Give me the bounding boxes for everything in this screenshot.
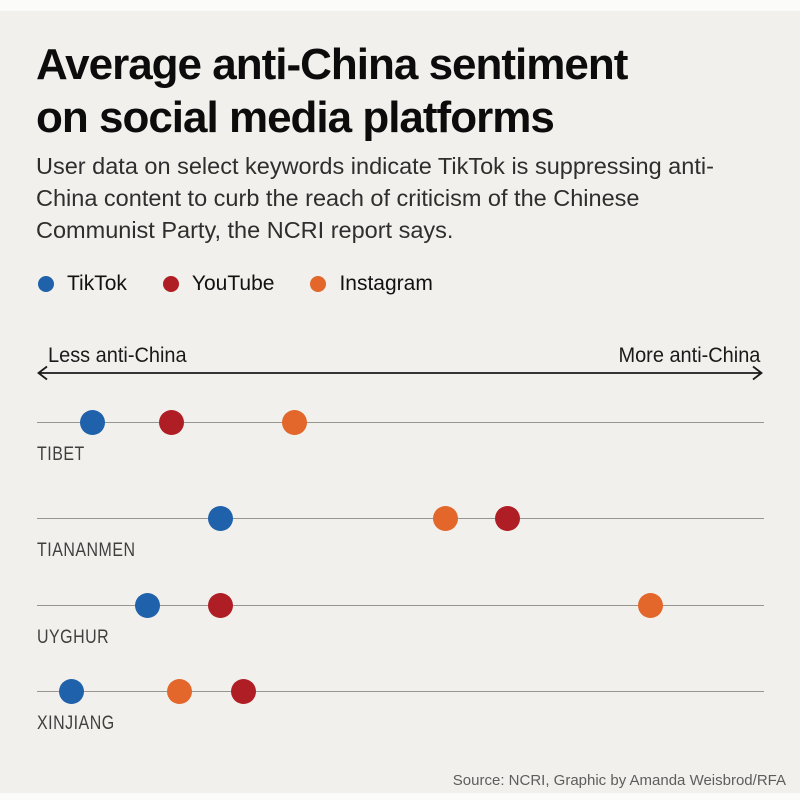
top-margin-band xyxy=(0,0,800,11)
axis-label-less: Less anti-China xyxy=(48,344,187,367)
dot-tiktok-tibet xyxy=(80,410,106,435)
row-line-uyghur xyxy=(37,605,764,606)
row-line-tibet xyxy=(37,422,764,423)
category-label-tiananmen: TIANANMEN xyxy=(37,540,136,561)
legend-item-youtube: YouTube xyxy=(162,272,275,296)
x-axis-labels: Less anti-China More anti-China xyxy=(48,344,760,368)
legend-item-instagram: Instagram xyxy=(310,272,433,296)
dot-youtube-tiananmen xyxy=(494,506,520,531)
legend-label-tiktok: TikTok xyxy=(67,272,127,295)
tiktok-legend-dot-icon xyxy=(38,276,54,292)
legend-label-instagram: Instagram xyxy=(339,272,433,295)
category-label-uyghur: UYGHUR xyxy=(37,627,110,648)
legend-label-youtube: YouTube xyxy=(191,272,275,295)
legend: TikTok YouTube Instagram xyxy=(38,271,433,297)
row-line-xinjiang xyxy=(37,691,764,692)
chart-title: Average anti-China sentiment on social me… xyxy=(36,38,766,144)
dot-instagram-uyghur xyxy=(638,593,664,618)
row-line-tiananmen xyxy=(37,518,764,519)
bottom-margin-band xyxy=(0,793,800,800)
axis-label-more: More anti-China xyxy=(618,344,760,367)
dot-tiktok-tiananmen xyxy=(207,506,233,531)
dot-tiktok-xinjiang xyxy=(59,679,85,704)
category-label-tibet: TIBET xyxy=(37,444,85,465)
dot-youtube-xinjiang xyxy=(230,679,256,704)
youtube-legend-dot-icon xyxy=(162,276,179,292)
dot-instagram-xinjiang xyxy=(166,679,192,704)
plot-area: TIBET TIANANMEN UYGHUR XINJIANG xyxy=(37,0,764,800)
x-axis-arrow-icon xyxy=(37,365,763,381)
dot-youtube-uyghur xyxy=(207,593,233,618)
chart-title-line1: Average anti-China sentiment xyxy=(36,40,628,89)
chart-title-line2: on social media platforms xyxy=(36,93,555,142)
dot-tiktok-uyghur xyxy=(135,593,160,618)
instagram-legend-dot-icon xyxy=(310,276,327,292)
dot-instagram-tibet xyxy=(281,410,307,435)
chart-subtitle: User data on select keywords indicate Ti… xyxy=(36,153,714,243)
category-label-xinjiang: XINJIANG xyxy=(37,713,115,734)
legend-item-tiktok: TikTok xyxy=(38,272,127,296)
dot-youtube-tibet xyxy=(158,410,184,435)
dot-instagram-tiananmen xyxy=(433,506,459,531)
source-credit: Source: NCRI, Graphic by Amanda Weisbrod… xyxy=(452,772,786,789)
